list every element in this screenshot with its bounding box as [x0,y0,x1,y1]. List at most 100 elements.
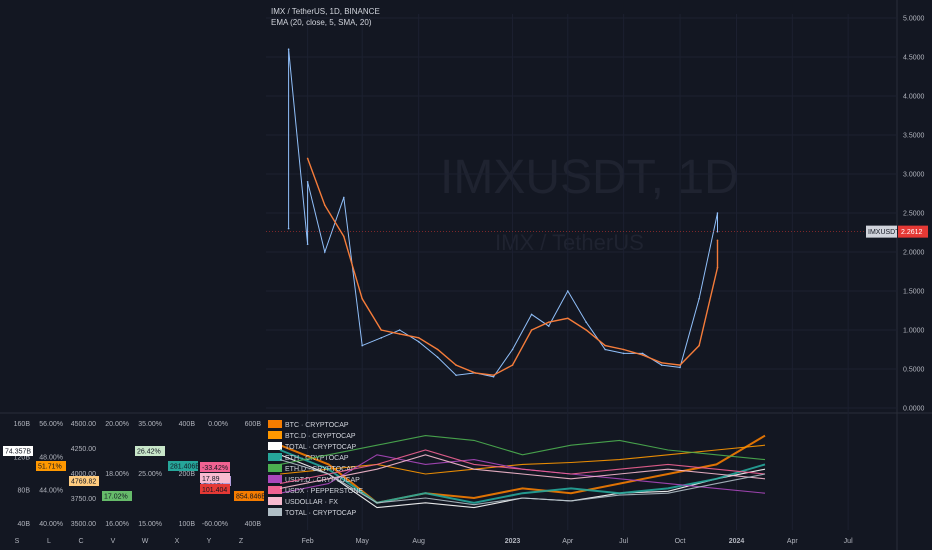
x-tick-label: Jul [844,538,853,545]
ema-point [585,329,587,331]
compare-scale-tag-bg [69,476,99,486]
compare-label: ETH · CRYPTOCAP [285,455,349,462]
compare-scale-tick: 100B [179,521,196,528]
compare-line [279,454,766,489]
compare-line [279,459,766,506]
x-tick-label: Aug [412,538,425,545]
ema-point [492,374,495,377]
compare-scale-tag-bg [3,446,33,456]
symbol-tag: IMXUSDT [868,229,900,236]
price-point [417,340,420,343]
price-point [641,352,644,355]
compare-swatch [268,464,282,472]
extra-tag-bg [200,484,230,494]
compare-scale-tick: 400B [245,521,262,528]
legend-indicator: EMA (20, close, 5, SMA, 20) [271,18,372,27]
chart-legend[interactable]: IMX / TetherUS, 1D, BINANCE EMA (20, clo… [271,6,380,28]
x-tick-label: 2024 [729,538,745,545]
compare-scale-tag-bg [168,461,198,471]
price-point [306,181,309,183]
compare-line [279,435,766,465]
compare-scale-tick: 0.00% [208,421,228,428]
price-tag: 2.2612 [901,229,923,236]
ema-point [698,344,700,347]
y-tick-label: 2.0000 [903,250,925,257]
ema-point [566,317,569,320]
compare-swatch [268,486,282,494]
price-point [679,366,681,369]
compare-label: TOTAL · CRYPTOCAP [285,510,357,517]
x-tick-label: Oct [675,538,686,545]
y-tick-label: 0.0000 [903,406,925,413]
price-point [306,243,309,245]
axes: 5.0000 4.5000 4.0000 3.5000 3.0000 2.5000 2.00… [3,16,928,545]
compare-swatch [268,475,282,483]
ema-line [306,158,719,376]
scale-letter: X [175,538,180,545]
compare-scale-tick: 15.00% [138,521,162,528]
compare-scale-tick: 56.00% [39,421,63,428]
ema-point [660,361,663,364]
lower-pane-bg [0,412,932,550]
compare-scale-tick: 120B [14,454,31,461]
compare-label: TOTAL · CRYPTOCAP [285,444,357,451]
compare-scale-tick: 40.00% [39,521,63,528]
compare-swatch [268,431,282,439]
compare-swatch [268,508,282,516]
compare-scale-tag: 4769.82 [71,479,96,486]
scale-letter: W [142,538,149,545]
ema-point [417,337,420,339]
ema-point [547,321,550,324]
ema-point [380,329,383,331]
compare-scale-tick: 4000.00 [71,471,96,478]
x-tick-label: Apr [787,538,799,545]
price-point [323,251,326,253]
x-tick-label: Jul [619,538,628,545]
compare-swatch [268,453,282,461]
ema-point [641,354,644,356]
compare-swatch [268,497,282,505]
compare-scale-tag: 26.42% [137,449,161,456]
price-point [287,48,290,50]
compare-scale-tick: 16.00% [105,521,129,528]
price-point [436,356,439,359]
price-point [547,325,550,327]
compare-scale-tick: 4500.00 [71,421,96,428]
price-tag-bg [898,225,928,238]
ema-point [306,157,309,160]
price-point [492,376,495,378]
compare-label: USDOLLAR · FX [285,499,338,506]
x-tick-label: Feb [302,538,314,545]
ema-point [361,298,364,300]
name-watermark: IMX / TetherUS [495,230,644,255]
ema-point [716,266,719,269]
ema-point [436,348,439,351]
extra-tag-bg [200,462,230,472]
x-tick-label: 2023 [505,538,521,545]
price-point [716,230,719,233]
extra-tag: 101.404 [202,487,227,494]
x-tick-label: Apr [562,538,574,545]
y-tick-label: 1.0000 [903,328,925,335]
y-tick-label: 4.5000 [903,55,925,62]
price-point [343,196,345,199]
price-pane [266,48,897,378]
extra-tag: 17.89 [202,476,220,483]
price-point [380,337,383,339]
price-point [604,348,606,351]
ema-point [622,348,625,351]
compare-scale-tick: 3500.00 [71,521,96,528]
compare-line [279,449,766,485]
compare-scale-tick: -60.00% [202,521,228,528]
price-point [566,290,569,292]
ema-point [716,239,719,242]
compare-scale-tick: 18.00% [105,471,129,478]
compare-scale-tick: 400B [179,421,196,428]
ema-point [604,344,606,347]
compare-scale-tag: 17.02% [104,494,128,501]
y-tick-label: 3.0000 [903,172,925,179]
compare-label: USDX · PEPPERSTONE [285,488,363,495]
ema-point [398,333,401,335]
